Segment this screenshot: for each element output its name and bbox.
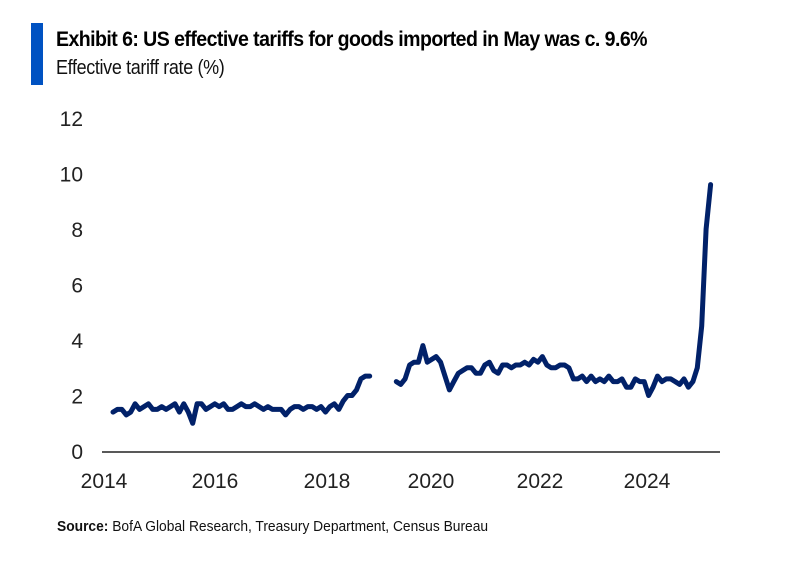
x-tick-label: 2024	[624, 470, 671, 493]
y-tick-label: 12	[60, 108, 83, 131]
x-tick-label: 2022	[517, 470, 564, 493]
y-tick-label: 10	[60, 164, 83, 187]
source-text: BofA Global Research, Treasury Departmen…	[108, 518, 489, 535]
x-axis: 2014 2016 2018 2020 2022 2024	[81, 470, 671, 493]
title-accent-bar	[31, 23, 43, 85]
y-tick-label: 0	[71, 441, 83, 464]
y-axis: 0 2 4 6 8 10 12	[60, 108, 84, 464]
source-note: Source: BofA Global Research, Treasury D…	[57, 518, 488, 535]
x-tick-label: 2018	[304, 470, 351, 493]
series-group	[110, 182, 714, 426]
y-tick-label: 6	[71, 275, 83, 298]
x-tick-label: 2020	[408, 470, 455, 493]
y-tick-label: 8	[71, 219, 83, 242]
chart-title: Exhibit 6: US effective tariffs for good…	[56, 28, 648, 51]
x-tick-label: 2014	[81, 470, 128, 493]
series-line-segment-2	[393, 182, 714, 398]
y-tick-label: 2	[71, 386, 83, 409]
chart-subtitle: Effective tariff rate (%)	[56, 57, 225, 79]
y-tick-label: 4	[71, 330, 83, 353]
series-line-segment-1	[110, 373, 373, 426]
source-label: Source:	[57, 518, 109, 535]
x-tick-label: 2016	[192, 470, 239, 493]
